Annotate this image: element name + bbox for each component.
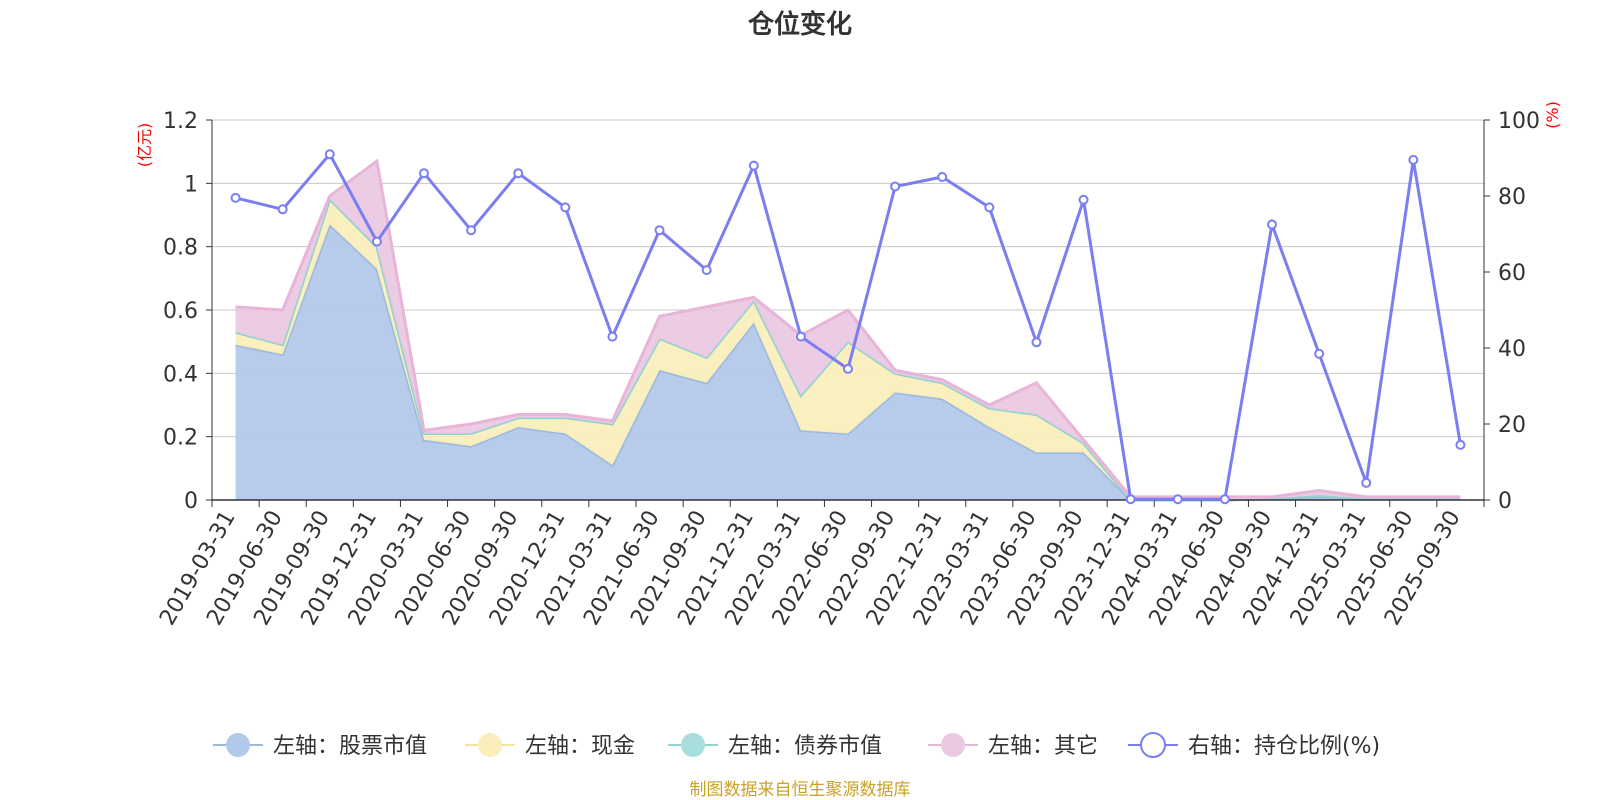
left-axis-tick-label: 0.2 [163, 426, 198, 451]
holding-ratio-point [1172, 494, 1183, 505]
legend-label: 右轴：持仓比例(%) [1188, 734, 1380, 759]
holding-ratio-point [890, 181, 901, 192]
legend: 左轴：股票市值 左轴：现金 左轴：债券市值 左轴：其它 右轴：持仓比例(%) [213, 732, 1380, 759]
holding-ratio-point [230, 192, 241, 203]
holding-ratio-point [324, 149, 335, 160]
legend-label: 左轴：股票市值 [273, 734, 427, 759]
data-source-footer: 制图数据来自恒生聚源数据库 [690, 780, 911, 800]
right-axis-unit: (%) [1543, 101, 1562, 129]
legend-swatch [1140, 732, 1166, 758]
holding-ratio-point [654, 225, 665, 236]
holding-ratio-point [937, 172, 948, 182]
left-axis-tick-label: 0.8 [163, 236, 198, 261]
chart-title: 仓位变化 [747, 9, 852, 40]
holding-ratio-point [1408, 154, 1419, 165]
holding-ratio-point [1267, 219, 1277, 230]
stacked-areas [235, 158, 1461, 502]
right-axis-tick-label: 60 [1498, 261, 1526, 286]
holding-ratio-point [371, 236, 382, 247]
right-axis-tick-label: 40 [1498, 337, 1526, 362]
holding-ratio-point [607, 331, 618, 342]
holding-ratio-point [1361, 477, 1372, 488]
right-axis-tick-label: 20 [1498, 413, 1526, 438]
legend-label: 左轴：其它 [988, 734, 1098, 759]
left-axis-tick-label: 0.6 [163, 299, 198, 324]
right-axis-tick-label: 0 [1498, 489, 1512, 514]
legend-label: 左轴：现金 [525, 734, 635, 759]
right-axis-tick-label: 100 [1498, 109, 1540, 134]
legend-swatch [941, 733, 965, 757]
legend-swatch [478, 733, 502, 757]
holding-ratio-point [748, 160, 759, 171]
holding-ratio-point [984, 202, 995, 213]
holding-ratio-point [277, 204, 288, 215]
holding-ratio-point [419, 168, 429, 179]
holding-ratio-point [1314, 348, 1325, 359]
holding-ratio-point [843, 363, 853, 374]
legend-swatch [681, 733, 705, 757]
left-axis-tick-label: 1.2 [163, 109, 198, 134]
holding-ratio-point [1219, 494, 1230, 505]
left-axis-tick-label: 0.4 [163, 362, 198, 387]
left-axis-unit: (亿元) [135, 123, 154, 168]
holding-ratio-point [513, 168, 524, 179]
left-axis-tick-label: 1 [184, 172, 198, 197]
holding-ratio-point [1031, 337, 1042, 348]
holding-ratio-point [466, 225, 477, 236]
holding-ratio-point [1078, 194, 1089, 205]
legend-swatch [226, 733, 250, 757]
area-左轴：现金 [235, 199, 1461, 500]
holding-ratio-point [560, 202, 571, 213]
holding-ratio-point [1125, 494, 1136, 505]
holding-ratio-point [1455, 439, 1466, 450]
left-axis-tick-label: 0 [184, 489, 198, 514]
holding-ratio-point [701, 265, 712, 276]
holding-ratio-line [230, 149, 1466, 505]
right-axis-tick-label: 80 [1498, 185, 1526, 210]
holding-ratio-point [795, 331, 806, 342]
area-edge-左轴：其它 [235, 158, 1461, 499]
legend-label: 左轴：债券市值 [728, 734, 882, 759]
